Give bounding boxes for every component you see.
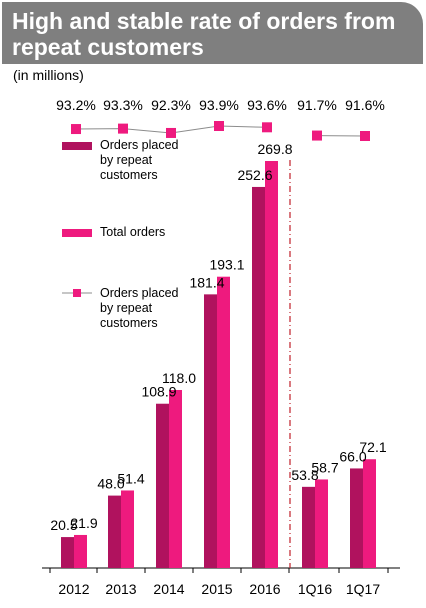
legend-label-rate: customers — [100, 316, 158, 330]
x-tick-label: 2014 — [153, 581, 184, 597]
rate-label: 91.6% — [345, 97, 385, 113]
rate-marker — [118, 123, 128, 134]
legend-label-rate: by repeat — [100, 301, 153, 315]
x-tick-label: 2016 — [249, 581, 280, 597]
rate-marker — [262, 122, 272, 133]
bar-total-orders — [265, 161, 278, 568]
data-label-repeat: 20.5 — [50, 517, 77, 533]
x-tick-label: 2012 — [58, 581, 89, 597]
bar-total-orders — [74, 534, 87, 568]
data-label-repeat: 53.8 — [291, 467, 318, 483]
x-tick-label: 1Q17 — [346, 581, 380, 597]
data-label-repeat: 108.9 — [141, 384, 176, 400]
bar-total-orders — [315, 479, 328, 568]
legend-marker-rate — [73, 289, 81, 297]
title-banner: High and stable rate of orders from repe… — [2, 2, 423, 64]
legend-swatch-total — [62, 229, 92, 237]
units-label: (in millions) — [13, 67, 84, 83]
rate-label: 93.9% — [199, 97, 239, 113]
rate-marker — [214, 121, 224, 131]
bar-repeat-orders — [350, 468, 363, 568]
rate-marker — [166, 127, 176, 138]
legend-label-rate: Orders placed — [100, 286, 179, 300]
rate-marker — [360, 131, 370, 141]
data-label-total: 21.9 — [70, 515, 97, 531]
data-label-repeat: 48.0 — [97, 476, 124, 492]
x-tick-label: 2015 — [201, 581, 232, 597]
rate-label: 92.3% — [151, 97, 191, 113]
rate-label: 93.6% — [247, 97, 287, 113]
data-label-repeat: 66.0 — [339, 448, 366, 464]
data-label-total: 72.1 — [359, 439, 386, 455]
rate-label: 91.7% — [297, 97, 337, 113]
rate-label: 93.3% — [103, 97, 143, 113]
rate-marker — [71, 124, 81, 135]
rate-label: 93.2% — [56, 97, 96, 113]
data-label-total: 118.0 — [162, 370, 196, 386]
bar-total-orders — [169, 389, 182, 568]
bar-total-orders — [363, 459, 376, 568]
data-label-total: 193.1 — [209, 257, 244, 273]
x-tick-label: 2013 — [105, 581, 136, 597]
data-label-repeat: 181.4 — [189, 274, 224, 290]
bar-total-orders — [217, 276, 230, 568]
data-label-repeat: 252.6 — [237, 167, 272, 183]
bar-repeat-orders — [61, 537, 74, 568]
legend-swatch-repeat — [62, 142, 92, 150]
x-tick-label: 1Q16 — [298, 581, 332, 597]
data-label-total: 58.7 — [311, 459, 338, 475]
legend-label-repeat: by repeat — [100, 153, 153, 167]
data-label-total: 51.4 — [117, 470, 144, 486]
chart-title: High and stable rate of orders from repe… — [12, 8, 396, 60]
bar-total-orders — [121, 490, 134, 568]
bar-repeat-orders — [156, 403, 169, 568]
legend-label-repeat: customers — [100, 168, 158, 182]
legend-label-total: Total orders — [100, 225, 165, 239]
legend-label-repeat: Orders placed — [100, 138, 179, 152]
bar-repeat-orders — [108, 495, 121, 568]
bar-repeat-orders — [252, 186, 265, 568]
data-label-total: 269.8 — [257, 141, 292, 157]
bar-repeat-orders — [204, 294, 217, 568]
bar-repeat-orders — [302, 486, 315, 568]
rate-marker — [312, 130, 322, 141]
